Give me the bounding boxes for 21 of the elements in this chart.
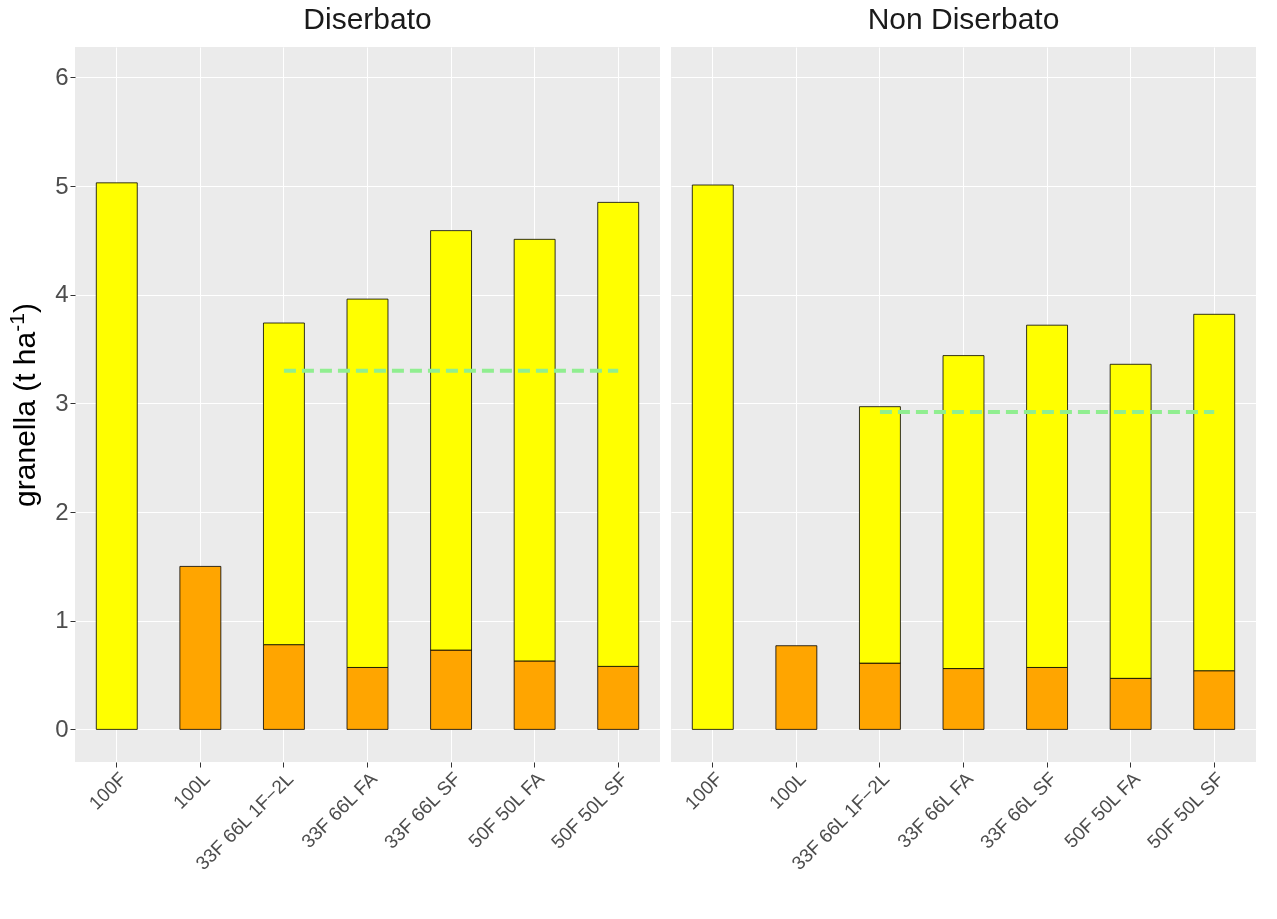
x-tick-label: 33F 66L SF xyxy=(379,768,465,853)
y-tick-label: 6 xyxy=(55,62,69,90)
y-tick-label: 2 xyxy=(55,497,69,525)
x-tick-label: 33F 66L FA xyxy=(297,767,382,852)
y-tick-label: 3 xyxy=(55,388,69,416)
bar xyxy=(179,566,222,730)
bar xyxy=(691,184,734,730)
x-tick-label: 50F 50L SF xyxy=(547,768,632,853)
x-tick-label: 50F 50L FA xyxy=(464,767,549,852)
x-tick-label: 50F 50L SF xyxy=(1143,768,1228,853)
x-tick-label: 33F 66L SF xyxy=(975,768,1061,853)
x-tick-label: 33F 66L FA xyxy=(893,767,978,852)
bar xyxy=(95,182,138,730)
chart-title: Non Diserbato xyxy=(867,2,1060,35)
x-tick-label: 50F 50L FA xyxy=(1060,767,1145,852)
y-tick-label: 5 xyxy=(55,171,69,199)
y-tick-label: 0 xyxy=(55,714,69,742)
chart-title: Diserbato xyxy=(303,2,432,35)
bar xyxy=(775,645,818,730)
y-tick-label: 1 xyxy=(55,606,69,634)
y-tick-label: 4 xyxy=(55,280,69,308)
